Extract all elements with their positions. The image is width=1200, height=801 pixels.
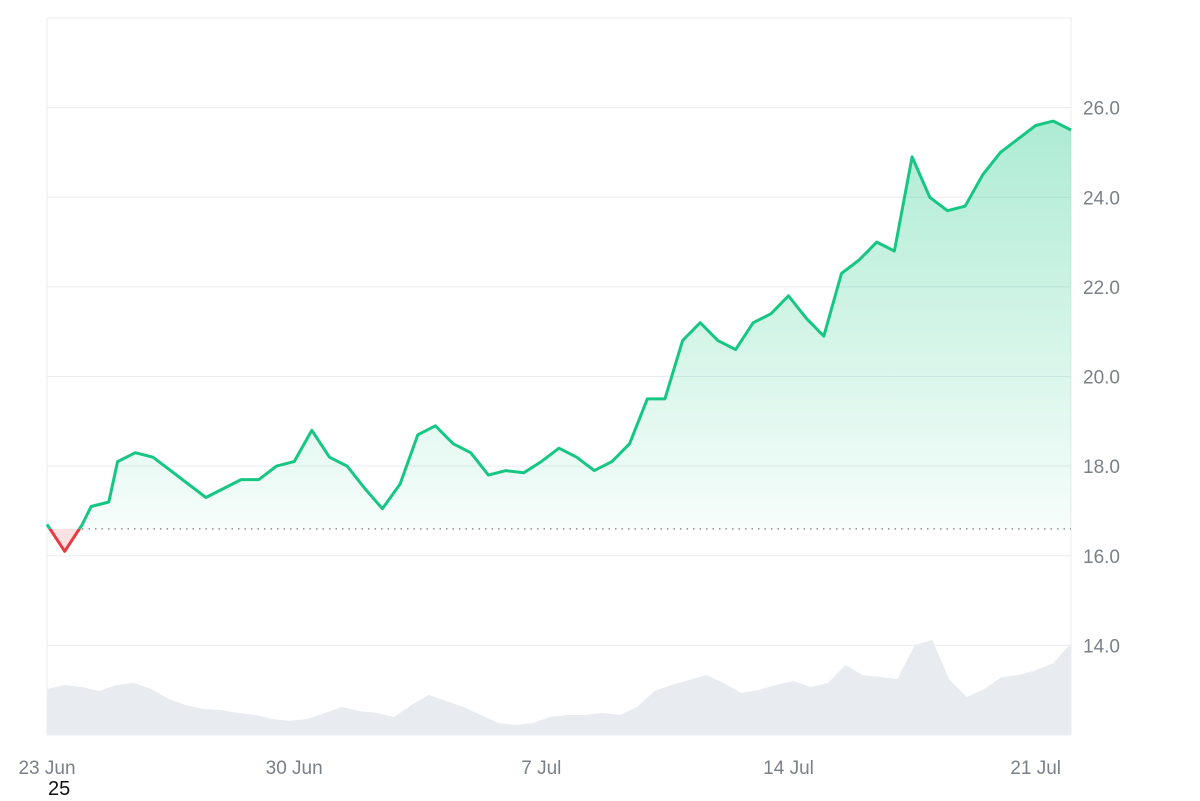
price-line-up (45, 119, 1072, 529)
y-tick-label: 16.0 (1083, 547, 1120, 568)
price-line (45, 119, 1072, 553)
up-fill (47, 121, 1071, 529)
x-axis-ticks: 23 Jun 30 Jun 7 Jul 14 Jul 21 Jul (18, 758, 1061, 779)
x-tick-label: 21 Jul (1010, 758, 1061, 779)
x-tick-label: 30 Jun (266, 758, 323, 779)
volume-area (47, 640, 1071, 735)
y-tick-label: 22.0 (1083, 278, 1120, 299)
x-tick-label: 23 Jun (18, 758, 75, 779)
stray-label: 25 (48, 778, 71, 800)
y-tick-label: 24.0 (1083, 188, 1120, 209)
y-tick-label: 26.0 (1083, 99, 1120, 120)
y-tick-label: 14.0 (1083, 636, 1120, 657)
volume-shape (47, 640, 1071, 735)
x-tick-label: 14 Jul (763, 758, 814, 779)
price-fill-area (47, 121, 1071, 552)
y-axis-ticks: 14.0 16.0 18.0 20.0 22.0 24.0 26.0 (1083, 99, 1120, 658)
x-tick-label: 7 Jul (521, 758, 561, 779)
y-tick-label: 18.0 (1083, 457, 1120, 478)
y-tick-label: 20.0 (1083, 368, 1120, 389)
